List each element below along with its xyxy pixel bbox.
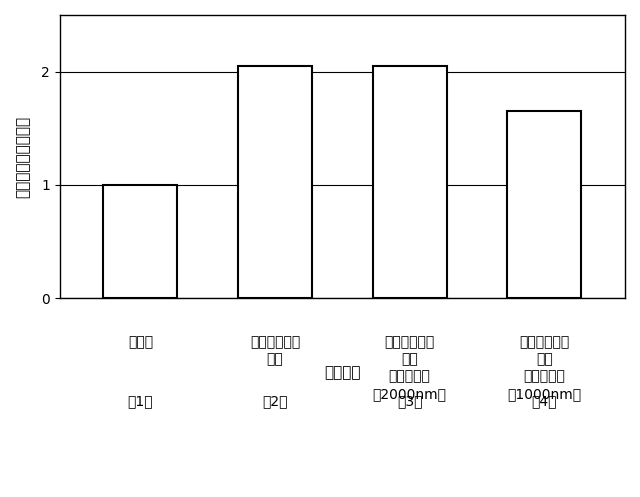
Bar bbox=[104, 185, 177, 298]
Bar bbox=[372, 66, 447, 298]
Bar bbox=[508, 111, 581, 298]
Bar bbox=[238, 66, 312, 298]
Text: モアレ: モアレ bbox=[128, 335, 153, 349]
Text: 。1〃: 。1〃 bbox=[127, 395, 153, 409]
Text: 。4〃: 。4〃 bbox=[531, 395, 557, 409]
X-axis label: サンプル: サンプル bbox=[324, 365, 360, 381]
Text: 補助パターン
有り
（配列周期
：2000nm）: 補助パターン 有り （配列周期 ：2000nm） bbox=[372, 335, 447, 401]
Text: 。3〃: 。3〃 bbox=[397, 395, 422, 409]
Y-axis label: 光強度（任意単位）: 光強度（任意単位） bbox=[15, 115, 30, 198]
Text: 。2〃: 。2〃 bbox=[262, 395, 288, 409]
Text: 補助パターン
有り
（配列周期
：1000nm）: 補助パターン 有り （配列周期 ：1000nm） bbox=[507, 335, 581, 401]
Text: 補助パターン
無し: 補助パターン 無し bbox=[250, 335, 300, 366]
